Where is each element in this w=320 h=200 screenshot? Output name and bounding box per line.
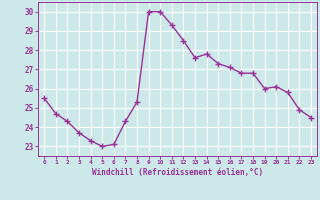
X-axis label: Windchill (Refroidissement éolien,°C): Windchill (Refroidissement éolien,°C) [92, 168, 263, 177]
